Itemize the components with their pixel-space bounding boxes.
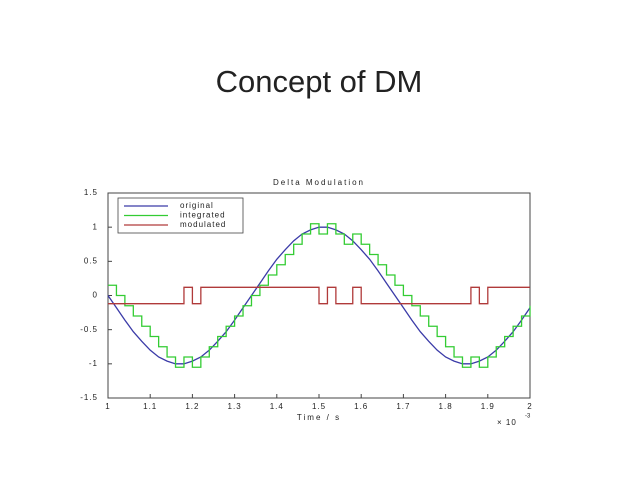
- x-tick-label: 1.2: [185, 402, 199, 411]
- legend-label: modulated: [180, 220, 226, 229]
- legend-label: original: [180, 201, 214, 210]
- x-axis-label: Time / s: [297, 413, 341, 422]
- x-tick-label: 1.9: [481, 402, 495, 411]
- y-tick-label: 1.5: [84, 188, 98, 197]
- x-tick-label: 2: [527, 402, 532, 411]
- x-tick-label: 1.5: [312, 402, 326, 411]
- x-tick-label: 1.4: [270, 402, 284, 411]
- y-tick-label: -1.5: [80, 393, 98, 402]
- series-line: [108, 286, 530, 305]
- y-tick-label: 0: [93, 291, 98, 300]
- x-tick-label: 1.8: [439, 402, 453, 411]
- chart-title: Delta Modulation: [273, 178, 365, 187]
- series-line: [108, 223, 531, 368]
- x-tick-label: 1.6: [354, 402, 368, 411]
- y-tick-label: -1: [89, 359, 98, 368]
- x-tick-label: 1.1: [143, 402, 157, 411]
- x-multiplier: × 10: [497, 418, 517, 427]
- x-tick-label: 1: [105, 402, 110, 411]
- x-tick-label: 1.3: [228, 402, 242, 411]
- legend-label: integrated: [180, 211, 226, 220]
- x-tick-label: 1.7: [396, 402, 410, 411]
- slide-title: Concept of DM: [216, 64, 423, 99]
- y-tick-label: -0.5: [80, 325, 98, 334]
- y-tick-label: 0.5: [84, 256, 98, 265]
- x-multiplier-exponent: -3: [525, 414, 531, 420]
- y-tick-label: 1: [93, 222, 98, 231]
